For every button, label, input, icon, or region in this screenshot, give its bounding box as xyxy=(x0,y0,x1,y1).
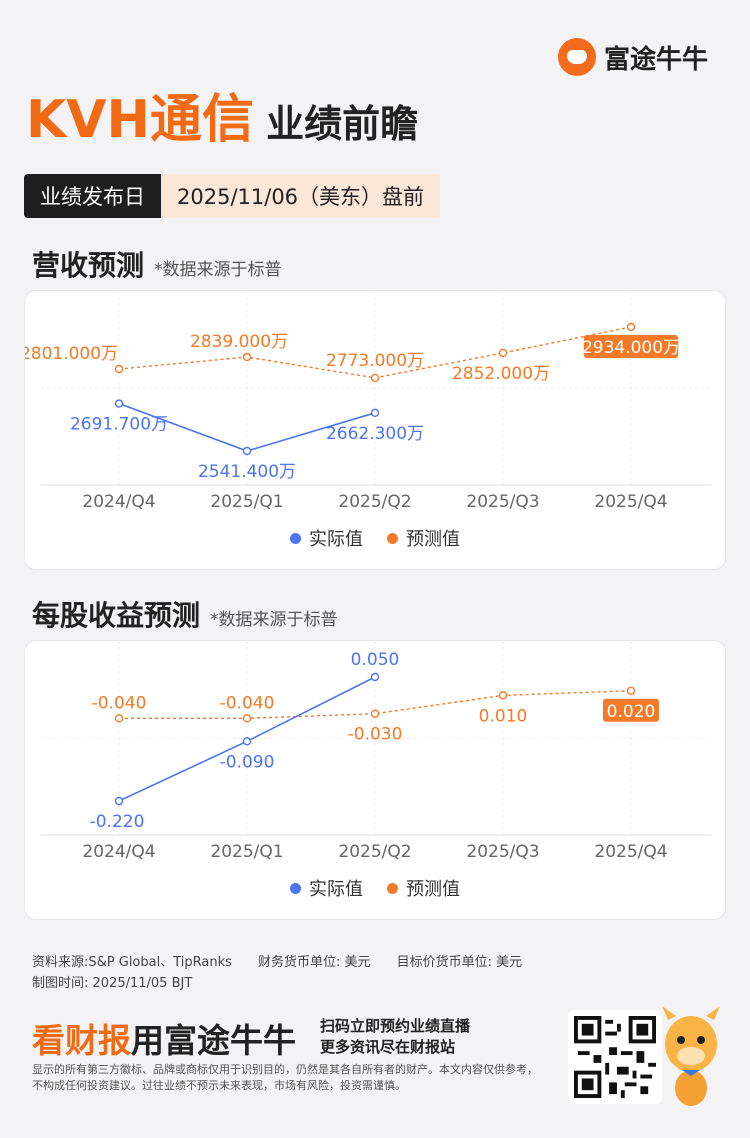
forecast-point xyxy=(114,364,124,374)
legend-forecast: 预测值 xyxy=(387,525,460,551)
x-tick-label: 2025/Q1 xyxy=(210,492,283,512)
x-tick-label: 2025/Q1 xyxy=(210,842,283,862)
revenue-legend: 实际值 预测值 xyxy=(25,525,725,551)
eps-legend: 实际值 预测值 xyxy=(25,875,725,901)
forecast-point xyxy=(370,709,380,718)
forecast-data-label: 2801.000万 xyxy=(25,344,118,364)
release-date: 业绩发布日 2025/11/06（美东）盘前 xyxy=(24,174,441,218)
page-title: KVH通信 业绩前瞻 xyxy=(26,88,418,152)
revenue-section-title: 营收预测 *数据来源于标普 xyxy=(32,244,282,284)
company-name: KVH通信 xyxy=(26,90,255,150)
eps-source-note: *数据来源于标普 xyxy=(210,610,338,630)
target-currency-text: 目标价货币单位: 美元 xyxy=(396,955,523,970)
legend-forecast: 预测值 xyxy=(387,875,460,901)
forecast-data-label: 0.010 xyxy=(479,706,528,726)
promo-banner: 看财报 用富途牛牛 xyxy=(32,1014,296,1062)
actual-point xyxy=(242,737,252,746)
actual-point xyxy=(370,408,380,418)
footer-sources: 资料来源:S&P Global、TipRanks 财务货币单位: 美元 目标价货… xyxy=(32,951,544,970)
x-tick-label: 2025/Q3 xyxy=(466,492,539,512)
forecast-data-label: 2934.000万 xyxy=(582,338,680,358)
revenue-chart: 2024/Q4 2025/Q1 2025/Q2 2025/Q3 2025/Q4 2801.… xyxy=(25,291,711,512)
actual-data-label: 2662.300万 xyxy=(326,424,424,444)
forecast-data-label: -0.040 xyxy=(92,693,147,713)
forecast-point xyxy=(242,714,252,723)
actual-data-label: 2541.400万 xyxy=(198,462,296,482)
brand-name: 富途牛牛 xyxy=(604,44,709,75)
actual-dot-icon xyxy=(290,882,301,894)
x-tick-label: 2025/Q4 xyxy=(594,842,667,862)
forecast-point xyxy=(626,686,636,695)
actual-data-label: -0.220 xyxy=(90,812,145,832)
forecast-data-label: 2852.000万 xyxy=(452,364,550,384)
actual-data-label: -0.090 xyxy=(220,752,275,772)
footer-time: 制图时间: 2025/11/05 BJT xyxy=(32,972,214,991)
qr-code[interactable] xyxy=(568,1010,662,1104)
forecast-data-label: 2839.000万 xyxy=(190,332,288,352)
forecast-dot-icon xyxy=(387,532,398,544)
forecast-data-label: 2773.000万 xyxy=(326,351,424,371)
eps-section-title: 每股收益预测 *数据来源于标普 xyxy=(32,594,338,634)
banner-cta-line2: 更多资讯尽在财报站 xyxy=(320,1038,456,1056)
banner-cta: 扫码立即预约业绩直播 更多资讯尽在财报站 xyxy=(320,1016,470,1058)
forecast-highlight-badge xyxy=(583,335,679,358)
legend-actual-label: 实际值 xyxy=(309,879,363,900)
x-tick-label: 2024/Q4 xyxy=(82,492,155,512)
eps-chart-card: 2024/Q4 2025/Q1 2025/Q2 2025/Q3 2025/Q4 -0.04… xyxy=(24,640,726,920)
forecast-point xyxy=(242,352,252,362)
source-text: 资料来源:S&P Global、TipRanks xyxy=(32,955,232,970)
legend-actual: 实际值 xyxy=(290,875,363,901)
forecast-point xyxy=(370,373,380,383)
forecast-point xyxy=(498,691,508,700)
revenue-source-note: *数据来源于标普 xyxy=(154,260,282,280)
banner-cta-line1: 扫码立即预约业绩直播 xyxy=(320,1017,471,1035)
release-date-label: 业绩发布日 xyxy=(24,174,161,218)
disclaimer: 显示的所有第三方徽标、品牌或商标仅用于识别目的，仍然是其各自所有者的财产。本文内… xyxy=(32,1063,538,1092)
currency-text: 财务货币单位: 美元 xyxy=(258,955,371,970)
actual-point xyxy=(370,672,380,682)
futu-bull-icon xyxy=(558,38,596,76)
forecast-point xyxy=(626,322,636,332)
actual-point xyxy=(242,446,252,456)
actual-point xyxy=(114,399,124,408)
actual-point xyxy=(114,796,124,806)
legend-actual-label: 实际值 xyxy=(309,529,363,550)
brand-logo: 富途牛牛 xyxy=(558,38,708,76)
bull-mascot-icon xyxy=(662,1006,720,1106)
release-date-value: 2025/11/06（美东）盘前 xyxy=(161,174,441,218)
forecast-data-label: 0.020 xyxy=(607,702,656,722)
forecast-series-line xyxy=(119,690,632,720)
forecast-highlight-badge xyxy=(603,698,659,722)
forecast-dot-icon xyxy=(387,882,398,894)
banner-highlight: 看财报 xyxy=(32,1021,131,1060)
x-tick-label: 2025/Q2 xyxy=(338,842,411,862)
actual-dot-icon xyxy=(290,532,301,544)
x-tick-label: 2025/Q4 xyxy=(594,492,667,512)
forecast-point xyxy=(498,348,508,358)
x-tick-label: 2024/Q4 xyxy=(82,842,155,862)
banner-text: 用富途牛牛 xyxy=(131,1021,296,1060)
actual-data-label: 2691.700万 xyxy=(70,415,168,435)
qr-code-icon xyxy=(574,1016,656,1098)
eps-title: 每股收益预测 xyxy=(32,599,201,632)
made-time-text: 制图时间: 2025/11/05 BJT xyxy=(32,976,193,991)
legend-forecast-label: 预测值 xyxy=(406,529,460,550)
actual-data-label: 0.050 xyxy=(351,650,400,670)
legend-forecast-label: 预测值 xyxy=(406,879,460,900)
revenue-title: 营收预测 xyxy=(32,249,145,282)
page-subtitle: 业绩前瞻 xyxy=(266,102,419,146)
forecast-data-label: -0.030 xyxy=(348,725,403,745)
x-tick-label: 2025/Q3 xyxy=(466,842,539,862)
forecast-point xyxy=(114,714,124,723)
eps-chart: 2024/Q4 2025/Q1 2025/Q2 2025/Q3 2025/Q4 -0.04… xyxy=(41,641,711,862)
revenue-chart-card: 2024/Q4 2025/Q1 2025/Q2 2025/Q3 2025/Q4 2801.… xyxy=(24,290,726,570)
legend-actual: 实际值 xyxy=(290,525,363,551)
x-tick-label: 2025/Q2 xyxy=(338,492,411,512)
forecast-data-label: -0.040 xyxy=(220,693,275,713)
